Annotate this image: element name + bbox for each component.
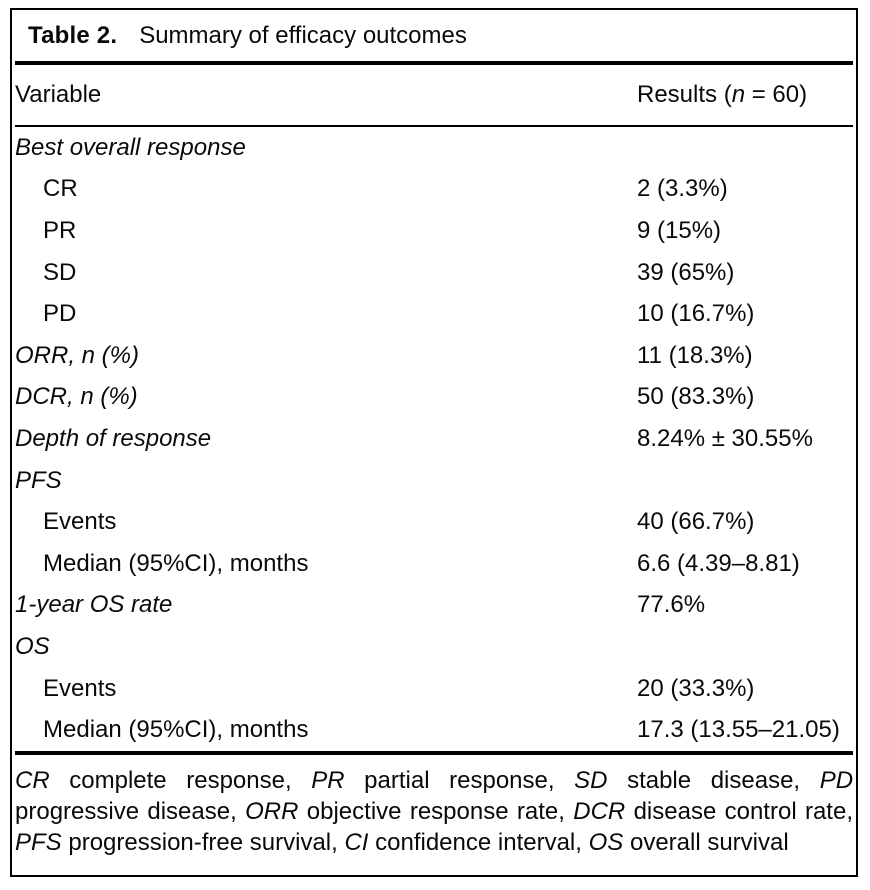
table-footnote: CR complete response, PR partial respons… xyxy=(15,755,853,858)
row-label: Median (95%CI), months xyxy=(43,549,309,577)
footnote-abbr: DCR xyxy=(573,797,626,825)
table-title: Table 2. Summary of efficacy outcomes xyxy=(15,10,853,61)
table-row-pfs: PFS xyxy=(15,460,853,502)
rule-below-header xyxy=(15,125,853,127)
row-value: 6.6 (4.39–8.81) xyxy=(637,549,800,577)
footnote-abbr: ORR xyxy=(245,797,299,825)
table-row-depth-of-response: Depth of response 8.24% ± 30.55% xyxy=(15,418,853,460)
footnote-abbr: SD xyxy=(574,766,608,794)
footnote-abbr: PR xyxy=(311,766,345,794)
footnote-desc: overall survival xyxy=(629,828,789,856)
footnote-desc: progression-free survival, xyxy=(68,828,338,856)
footnote-abbr: OS xyxy=(588,828,624,856)
row-label: Depth of response xyxy=(15,424,212,452)
footnote-desc: partial response, xyxy=(364,766,555,794)
row-value: 39 (65%) xyxy=(637,258,735,286)
row-label: CR xyxy=(43,175,78,203)
row-label: Events xyxy=(43,674,117,702)
table-row-sd: SD 39 (65%) xyxy=(15,252,853,294)
column-header-results: Results (n = 60) xyxy=(637,81,853,109)
row-label: 1-year OS rate xyxy=(15,591,173,619)
row-label: Median (95%CI), months xyxy=(43,716,309,744)
footnote-abbr: CR xyxy=(15,766,50,794)
table-caption: Summary of efficacy outcomes xyxy=(139,21,467,49)
row-label: ORR, n (%) xyxy=(15,341,140,369)
row-label: SD xyxy=(43,258,77,286)
results-prefix: Results ( xyxy=(637,81,732,108)
row-label: OS xyxy=(15,632,50,660)
table-row-os: OS xyxy=(15,626,853,668)
footnote-abbr: PFS xyxy=(15,828,62,856)
table-row-pr: PR 9 (15%) xyxy=(15,210,853,252)
footnote-desc: stable disease, xyxy=(627,766,801,794)
table-body: Best overall response CR 2 (3.3%) PR 9 (… xyxy=(15,127,853,751)
footnote-desc: complete response, xyxy=(69,766,292,794)
footnote-abbr: CI xyxy=(344,828,369,856)
footnote-desc: progressive disease, xyxy=(15,797,237,825)
row-label: Events xyxy=(43,508,117,536)
row-value: 11 (18.3%) xyxy=(637,341,753,369)
row-label: Best overall response xyxy=(15,133,246,161)
table-row-orr: ORR, n (%) 11 (18.3%) xyxy=(15,335,853,377)
table-row-os-events: Events 20 (33.3%) xyxy=(15,668,853,710)
row-value: 20 (33.3%) xyxy=(637,674,755,702)
row-value: 8.24% ± 30.55% xyxy=(637,424,813,452)
row-label: PD xyxy=(43,300,77,328)
table-row-pfs-median: Median (95%CI), months 6.6 (4.39–8.81) xyxy=(15,543,853,585)
column-header-variable: Variable xyxy=(15,81,102,108)
row-value: 2 (3.3%) xyxy=(637,175,728,203)
table-row-best-overall-response: Best overall response xyxy=(15,127,853,169)
row-label: PR xyxy=(43,216,77,244)
table-row-os-median: Median (95%CI), months 17.3 (13.55–21.05… xyxy=(15,709,853,751)
table-row-dcr: DCR, n (%) 50 (83.3%) xyxy=(15,377,853,419)
rule-below-title xyxy=(15,61,853,65)
rule-above-footnote xyxy=(15,750,853,755)
footnote-desc: disease control rate, xyxy=(633,797,853,825)
footnote-desc: objective response rate, xyxy=(306,797,565,825)
results-suffix: = 60) xyxy=(745,81,808,108)
row-value: 9 (15%) xyxy=(637,216,722,244)
row-value: 77.6% xyxy=(637,591,706,619)
row-value: 10 (16.7%) xyxy=(637,300,755,328)
row-value: 40 (66.7%) xyxy=(637,508,755,536)
row-label: DCR, n (%) xyxy=(15,383,138,411)
table-card: Table 2. Summary of efficacy outcomes Va… xyxy=(10,8,858,877)
table-row-cr: CR 2 (3.3%) xyxy=(15,169,853,211)
results-n: n xyxy=(731,81,746,108)
table-number: Table 2. xyxy=(28,21,118,49)
row-value: 17.3 (13.55–21.05) xyxy=(637,716,840,744)
footnote-abbr: PD xyxy=(819,766,854,794)
header-row: Variable Results (n = 60) xyxy=(15,65,853,125)
table-row-1-year-os-rate: 1-year OS rate 77.6% xyxy=(15,585,853,627)
row-label: PFS xyxy=(15,466,62,494)
table-row-pd: PD 10 (16.7%) xyxy=(15,293,853,335)
footnote-desc: confidence interval, xyxy=(375,828,582,856)
table-row-pfs-events: Events 40 (66.7%) xyxy=(15,501,853,543)
row-value: 50 (83.3%) xyxy=(637,383,755,411)
